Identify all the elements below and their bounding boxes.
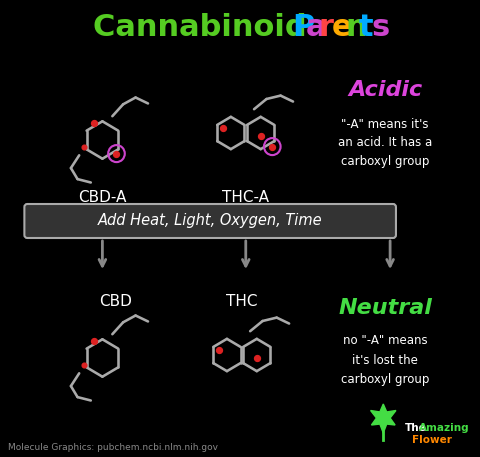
Polygon shape xyxy=(371,404,396,433)
Text: Amazing: Amazing xyxy=(420,423,470,433)
Text: Add Heat, Light, Oxygen, Time: Add Heat, Light, Oxygen, Time xyxy=(97,213,322,228)
Text: CBD: CBD xyxy=(99,294,132,309)
FancyBboxPatch shape xyxy=(24,204,396,238)
Text: THC: THC xyxy=(226,294,258,309)
Text: "-A" means it's
an acid. It has a
carboxyl group: "-A" means it's an acid. It has a carbox… xyxy=(338,117,432,169)
Text: no "-A" means
it's lost the
carboxyl group: no "-A" means it's lost the carboxyl gro… xyxy=(341,335,430,386)
Text: e: e xyxy=(332,14,353,43)
Text: P: P xyxy=(293,14,315,43)
Text: THC-A: THC-A xyxy=(222,190,269,204)
Text: The: The xyxy=(405,423,427,433)
Text: a: a xyxy=(306,14,326,43)
Text: Acidic: Acidic xyxy=(348,80,422,100)
Text: CBD-A: CBD-A xyxy=(78,190,127,204)
Text: Molecule Graphics: pubchem.ncbi.nlm.nih.gov: Molecule Graphics: pubchem.ncbi.nlm.nih.… xyxy=(8,442,218,452)
Text: Neutral: Neutral xyxy=(338,298,432,318)
Text: t: t xyxy=(359,14,373,43)
Text: Cannabinoid: Cannabinoid xyxy=(93,14,317,43)
Text: r: r xyxy=(319,14,334,43)
Text: Flower: Flower xyxy=(411,435,451,445)
Text: n: n xyxy=(345,14,367,43)
Text: s: s xyxy=(372,14,390,43)
